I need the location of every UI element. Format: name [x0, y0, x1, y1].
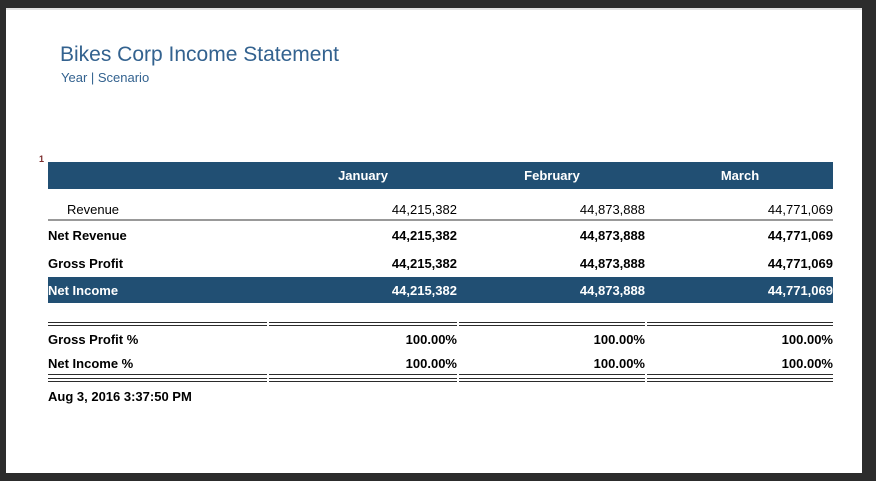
cell-gross-profit-pct-february: 100.00%: [459, 322, 645, 353]
cell-gross-profit-february: 44,873,888: [579, 255, 645, 271]
cell-gross-profit-pct-march: 100.00%: [647, 322, 833, 353]
row-label-gross-profit-pct: Gross Profit %: [48, 322, 267, 353]
row-label-revenue: Revenue: [48, 197, 267, 221]
row-label-gross-profit: Gross Profit: [48, 255, 124, 271]
income-statement-table: January February March Revenue 44,215,38…: [48, 162, 833, 382]
cell-net-income-january: 44,215,382: [269, 277, 457, 303]
table-header-row: January February March: [48, 162, 833, 189]
cell-net-revenue-january: 44,215,382: [391, 227, 457, 243]
row-label-net-income-pct: Net Income %: [48, 353, 267, 375]
bottom-rule-row: [48, 374, 833, 382]
report-timestamp: Aug 3, 2016 3:37:50 PM: [48, 389, 192, 404]
cell-net-income-pct-january: 100.00%: [269, 353, 457, 375]
row-marker: 1: [39, 154, 45, 164]
cell-gross-profit-january: 44,215,382: [391, 255, 457, 271]
header-cell-february: February: [459, 162, 645, 189]
cell-gross-profit-pct-january: 100.00%: [269, 322, 457, 353]
page-subtitle: Year | Scenario: [61, 70, 150, 85]
table-row-revenue: Revenue 44,215,382 44,873,888 44,771,069: [48, 197, 833, 221]
cell-net-income-march: 44,771,069: [647, 277, 833, 303]
table-row-net-income-pct: Net Income % 100.00% 100.00% 100.00%: [48, 353, 833, 375]
header-cell-empty: [48, 162, 267, 189]
spacer-row: [48, 189, 833, 197]
page-title: Bikes Corp Income Statement: [60, 43, 339, 66]
cell-revenue-february: 44,873,888: [459, 197, 645, 221]
header-cell-march: March: [647, 162, 833, 189]
cell-net-revenue-february: 44,873,888: [579, 227, 645, 243]
cell-revenue-january: 44,215,382: [269, 197, 457, 221]
table-row-gross-profit: Gross Profit 44,215,382 44,873,888 44,77…: [48, 249, 833, 277]
table-row-net-revenue: Net Revenue 44,215,382 44,873,888 44,771…: [48, 220, 833, 249]
row-label-net-revenue: Net Revenue: [48, 227, 127, 243]
header-cell-january: January: [269, 162, 457, 189]
cell-net-income-pct-march: 100.00%: [647, 353, 833, 375]
cell-revenue-march: 44,771,069: [647, 197, 833, 221]
spacer-row: [48, 303, 833, 324]
cell-net-income-pct-february: 100.00%: [459, 353, 645, 375]
cell-net-revenue-march: 44,771,069: [767, 227, 833, 243]
table-row-net-income: Net Income 44,215,382 44,873,888 44,771,…: [48, 277, 833, 303]
row-label-net-income: Net Income: [48, 277, 267, 303]
report-page: Bikes Corp Income Statement Year | Scena…: [6, 8, 862, 473]
cell-net-income-february: 44,873,888: [459, 277, 645, 303]
cell-gross-profit-march: 44,771,069: [767, 255, 833, 271]
table-row-gross-profit-pct: Gross Profit % 100.00% 100.00% 100.00%: [48, 322, 833, 353]
